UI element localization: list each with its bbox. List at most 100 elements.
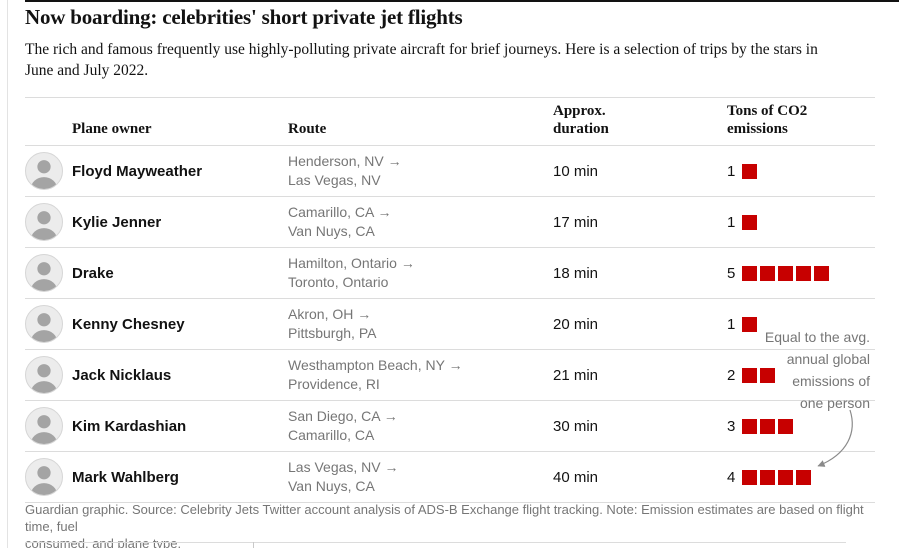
left-column-rule (7, 0, 8, 548)
col-header-emissions: Tons of CO2 emissions (727, 103, 808, 137)
avatar (25, 152, 63, 190)
emission-unit-square (760, 469, 776, 485)
emission-unit-square (760, 367, 776, 383)
table-row: Jack Nicklaus Westhampton Beach, NY → Pr… (25, 349, 875, 400)
emission-unit-square (742, 214, 758, 230)
plane-owner-name: Floyd Mayweather (72, 162, 203, 180)
avatar (25, 356, 63, 394)
plane-owner-name: Mark Wahlberg (72, 468, 179, 486)
table-row: Floyd Mayweather Henderson, NV → Las Veg… (25, 145, 875, 196)
plane-owner-name: Drake (72, 264, 114, 282)
avatar (25, 458, 63, 496)
emissions-squares (742, 316, 758, 332)
avatar (25, 407, 63, 445)
emissions-value: 3 (727, 417, 736, 435)
table-row: Kenny Chesney Akron, OH → Pittsburgh, PA… (25, 298, 875, 349)
emission-unit-square (742, 367, 758, 383)
emissions-cell: 1 (727, 163, 875, 180)
route-destination: Providence, RI (288, 376, 380, 392)
top-border (25, 0, 899, 2)
route-origin: San Diego, CA → (288, 408, 398, 424)
avatar-cell (25, 458, 72, 496)
route-origin: Akron, OH → (288, 306, 372, 322)
avatar (25, 203, 63, 241)
person-icon (30, 262, 58, 291)
table-header-row: Plane owner Route Approx. duration Tons … (25, 97, 875, 145)
emission-unit-square (742, 316, 758, 332)
col-header-spacer (25, 138, 72, 145)
route-origin: Hamilton, Ontario → (288, 255, 415, 271)
table-row: Mark Wahlberg Las Vegas, NV → Van Nuys, … (25, 451, 875, 503)
person-icon (30, 466, 58, 495)
bottom-divider (25, 542, 846, 543)
plane-owner-name: Jack Nicklaus (72, 366, 172, 384)
emission-unit-square (778, 469, 794, 485)
col-header-plane-owner: Plane owner (72, 121, 152, 137)
avatar (25, 254, 63, 292)
person-icon (30, 415, 58, 444)
emissions-squares (742, 214, 758, 230)
route-origin: Westhampton Beach, NY → (288, 357, 463, 373)
page-title: Now boarding: celebrities' short private… (25, 5, 463, 29)
emissions-cell: 4 (727, 469, 875, 486)
emissions-squares (742, 418, 794, 434)
avatar-cell (25, 305, 72, 343)
emission-unit-square (742, 418, 758, 434)
table-row: Kim Kardashian San Diego, CA → Camarillo… (25, 400, 875, 451)
emissions-squares (742, 163, 758, 179)
emission-unit-square (796, 469, 812, 485)
route: Hamilton, Ontario → Toronto, Ontario (288, 254, 553, 292)
emissions-cell: 2 (727, 367, 875, 384)
person-icon (30, 160, 58, 189)
route-destination: Pittsburgh, PA (288, 325, 377, 341)
plane-owner-name: Kenny Chesney (72, 315, 185, 333)
flight-duration: 40 min (553, 468, 599, 486)
route: Henderson, NV → Las Vegas, NV (288, 152, 553, 190)
emission-unit-square (778, 418, 794, 434)
route-destination: Camarillo, CA (288, 427, 375, 443)
annotation-note: Equal to the avg. annual global emission… (764, 329, 870, 411)
person-icon (30, 364, 58, 393)
flight-duration: 20 min (553, 315, 599, 333)
emissions-cell: 1 (727, 316, 875, 333)
avatar-cell (25, 152, 72, 190)
avatar-cell (25, 407, 72, 445)
route: Camarillo, CA → Van Nuys, CA (288, 203, 553, 241)
emission-unit-square (760, 418, 776, 434)
flight-duration: 18 min (553, 264, 599, 282)
avatar-cell (25, 254, 72, 292)
emissions-value: 2 (727, 366, 736, 384)
emissions-cell: 3 (727, 418, 875, 435)
route: San Diego, CA → Camarillo, CA (288, 407, 553, 445)
emissions-value: 1 (727, 315, 736, 333)
flights-table: Plane owner Route Approx. duration Tons … (25, 97, 875, 503)
bottom-divider-tick (253, 542, 254, 548)
plane-owner-name: Kim Kardashian (72, 417, 187, 435)
table-row: Drake Hamilton, Ontario → Toronto, Ontar… (25, 247, 875, 298)
route: Las Vegas, NV → Van Nuys, CA (288, 458, 553, 496)
col-header-route: Route (288, 121, 327, 137)
col-header-duration: Approx. duration (553, 103, 609, 137)
flight-duration: 17 min (553, 213, 599, 231)
emission-unit-square (778, 265, 794, 281)
emissions-squares (742, 265, 830, 281)
avatar-cell (25, 356, 72, 394)
emission-unit-square (796, 265, 812, 281)
route-origin: Henderson, NV → (288, 153, 402, 169)
flight-duration: 10 min (553, 162, 599, 180)
emissions-value: 1 (727, 162, 736, 180)
annotation-arrow-icon (817, 409, 853, 467)
emissions-squares (742, 469, 812, 485)
route: Akron, OH → Pittsburgh, PA (288, 305, 553, 343)
route-destination: Van Nuys, CA (288, 223, 375, 239)
emission-unit-square (814, 265, 830, 281)
route-origin: Las Vegas, NV → (288, 459, 399, 475)
person-icon (30, 211, 58, 240)
source-note: Guardian graphic. Source: Celebrity Jets… (25, 502, 864, 548)
flight-duration: 30 min (553, 417, 599, 435)
avatar-cell (25, 203, 72, 241)
emissions-value: 4 (727, 468, 736, 486)
table-body: Floyd Mayweather Henderson, NV → Las Veg… (25, 145, 875, 503)
standfirst: The rich and famous frequently use highl… (25, 41, 818, 79)
